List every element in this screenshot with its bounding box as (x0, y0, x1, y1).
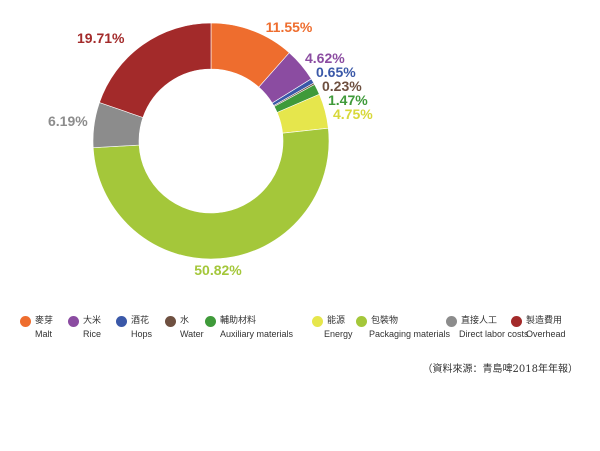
data-label-malt: 11.55% (266, 19, 313, 35)
data-label-auxiliary-materials: 1.47% (328, 92, 368, 108)
data-label-water: 0.23% (322, 78, 362, 94)
data-label-direct-labor-costs: 6.19% (48, 113, 88, 129)
data-label-hops: 0.65% (316, 64, 356, 80)
data-label-rice: 4.62% (305, 50, 345, 66)
data-label-packaging-materials: 50.82% (194, 262, 242, 278)
donut-hole (153, 83, 269, 199)
inner-ring (139, 69, 283, 213)
source-note: （資料來源：青島啤2018年年報） (422, 364, 578, 375)
data-label-overhead: 19.71% (77, 30, 125, 46)
data-label-energy: 4.75% (333, 106, 373, 122)
